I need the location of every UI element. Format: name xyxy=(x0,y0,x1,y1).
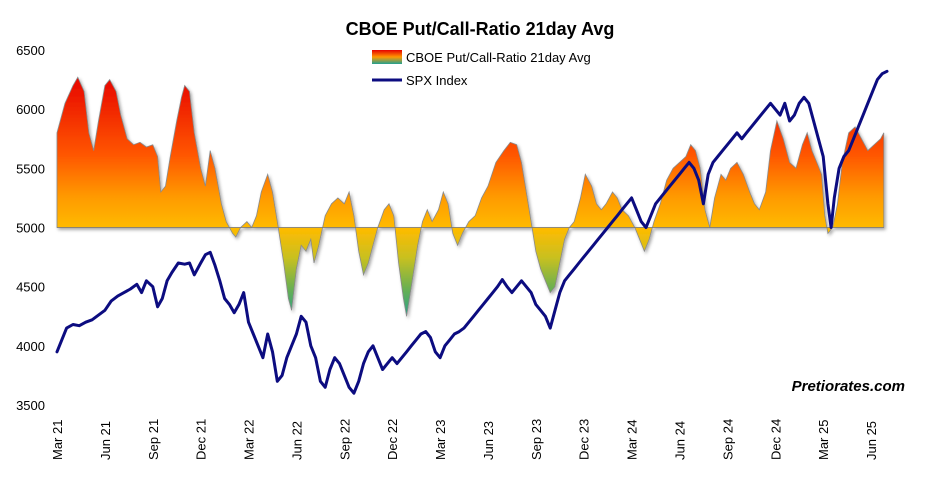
x-tick-label: Dec 21 xyxy=(194,419,209,460)
x-tick-label: Mar 25 xyxy=(816,420,831,460)
x-tick-label: Sep 23 xyxy=(529,419,544,460)
x-tick-label: Jun 25 xyxy=(864,421,879,460)
x-tick-label: Dec 22 xyxy=(385,419,400,460)
x-tick-label: Mar 22 xyxy=(242,420,257,460)
legend-swatch-putcall xyxy=(372,50,402,64)
putcall-area xyxy=(56,76,885,317)
x-tick-label: Dec 24 xyxy=(768,419,783,460)
legend: CBOE Put/Call-Ratio 21day Avg SPX Index xyxy=(372,50,591,88)
y-tick-label: 4000 xyxy=(16,339,45,354)
y-tick-label: 4500 xyxy=(16,280,45,295)
watermark: Pretiorates.com xyxy=(792,378,905,395)
x-tick-label: Mar 21 xyxy=(50,420,65,460)
plot-area xyxy=(55,69,889,395)
x-tick-label: Jun 21 xyxy=(98,421,113,460)
x-tick-label: Jun 23 xyxy=(481,421,496,460)
x-tick-label: Sep 21 xyxy=(146,419,161,460)
x-tick-label: Sep 22 xyxy=(337,419,352,460)
x-tick-label: Jun 24 xyxy=(673,421,688,460)
y-tick-label: 5500 xyxy=(16,161,45,176)
legend-label-spx: SPX Index xyxy=(406,73,468,88)
x-tick-label: Sep 24 xyxy=(720,419,735,460)
y-tick-label: 6500 xyxy=(16,43,45,58)
legend-label-putcall: CBOE Put/Call-Ratio 21day Avg xyxy=(406,50,591,65)
x-tick-label: Mar 24 xyxy=(625,420,640,460)
y-tick-label: 5000 xyxy=(16,221,45,236)
spx-line xyxy=(55,69,889,395)
y-tick-label: 6000 xyxy=(16,102,45,117)
chart-title: CBOE Put/Call-Ratio 21day Avg xyxy=(346,19,615,39)
y-axis: 6500 6000 5500 5000 4500 4000 3500 xyxy=(16,43,45,413)
x-tick-label: Mar 23 xyxy=(433,420,448,460)
x-tick-label: Jun 22 xyxy=(289,421,304,460)
x-tick-label: Dec 23 xyxy=(577,419,592,460)
y-tick-label: 3500 xyxy=(16,398,45,413)
x-axis: Mar 21 Jun 21 Sep 21 Dec 21 Mar 22 Jun 22 Sep … xyxy=(50,419,879,460)
